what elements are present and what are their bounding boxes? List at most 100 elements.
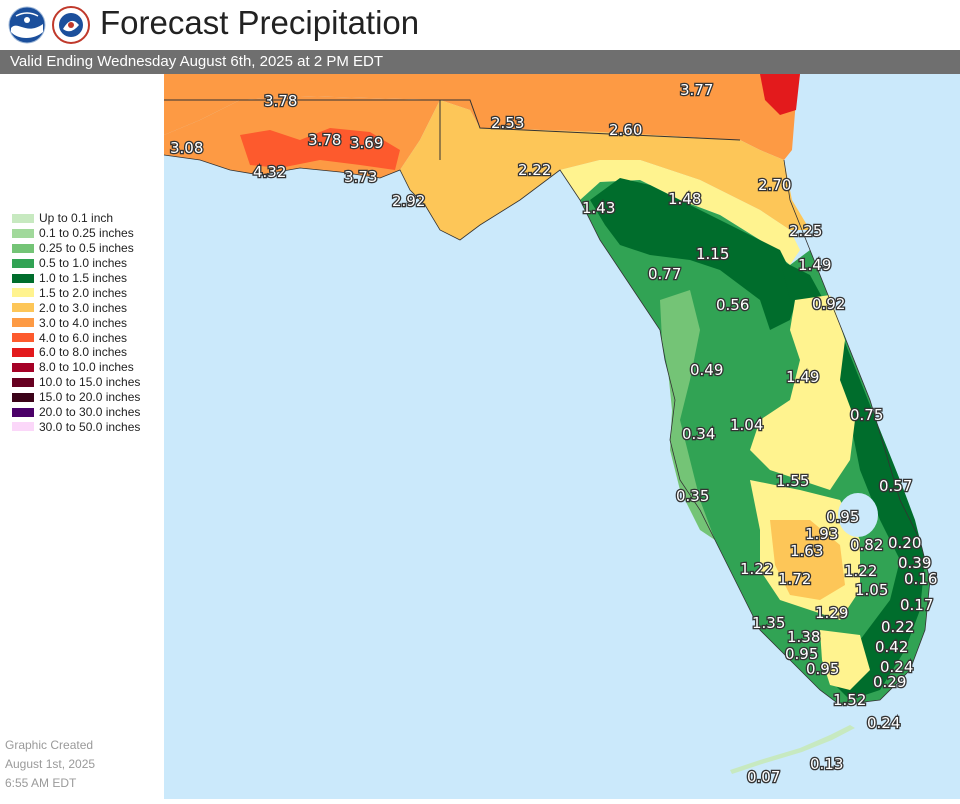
legend-swatch [12,258,34,268]
precip-value-label: 1.04 [730,416,763,434]
precip-value-label: 0.42 [875,638,908,656]
florida-keys [730,725,855,774]
land-interior-yellow [750,295,855,490]
precip-value-label: 3.78 [308,131,341,149]
legend-item: 1.5 to 2.0 inches [12,285,162,300]
credit-line-2: August 1st, 2025 [5,757,96,771]
legend-label: 30.0 to 50.0 inches [39,419,141,434]
legend-swatch [12,318,34,328]
precip-value-label: 1.35 [752,614,785,632]
precip-value-label: 1.22 [740,560,773,578]
legend-label: 0.1 to 0.25 inches [39,226,134,241]
legend-label: 8.0 to 10.0 inches [39,360,134,375]
precip-value-label: 0.75 [850,406,883,424]
legend-label: 0.5 to 1.0 inches [39,256,128,271]
legend-swatch [12,213,34,223]
precip-value-label: 1.49 [798,256,831,274]
precip-value-label: 3.73 [344,168,377,186]
precip-value-label: 1.05 [855,581,888,599]
noaa-logo [8,6,46,44]
legend-item: 3.0 to 4.0 inches [12,315,162,330]
legend-item: 2.0 to 3.0 inches [12,300,162,315]
legend-item: 8.0 to 10.0 inches [12,360,162,375]
precip-value-label: 1.48 [668,190,701,208]
legend-swatch [12,243,34,253]
precip-value-label: 2.22 [518,161,551,179]
precip-value-label: 4.32 [253,163,286,181]
precip-value-label: 1.43 [582,199,615,217]
precip-value-label: 0.56 [716,296,749,314]
legend-swatch [12,422,34,432]
land-north-orange [164,74,800,160]
legend-label: 2.0 to 3.0 inches [39,300,128,315]
precip-value-label: 0.92 [812,295,845,313]
precip-value-label: 0.17 [900,596,933,614]
legend-label: 3.0 to 4.0 inches [39,315,128,330]
credit-line-3: 6:55 AM EDT [5,776,77,790]
precipitation-map: 3.78 3.77 3.08 3.78 3.69 4.32 3.73 2.53 2.60 2.22… [163,74,960,799]
precip-value-label: 0.77 [648,265,681,283]
precip-value-label: 1.15 [696,245,729,263]
legend-item: 30.0 to 50.0 inches [12,419,162,434]
header: Forecast Precipitation [0,0,960,50]
legend-swatch [12,347,34,357]
legend-label: 6.0 to 8.0 inches [39,345,128,360]
lake-okeechobee [838,493,878,537]
valid-time-label: Valid Ending Wednesday August 6th, 2025 … [10,53,384,70]
precip-value-label: 3.77 [680,81,713,99]
precip-value-label: 0.34 [682,425,715,443]
precip-value-label: 1.63 [790,542,823,560]
precip-value-label: 0.16 [904,570,937,588]
precip-value-label: 0.22 [881,618,914,636]
legend-item: 20.0 to 30.0 inches [12,405,162,420]
precip-value-label: 1.52 [833,691,866,709]
national-weather-service-logo [52,6,90,44]
precip-value-label: 0.95 [826,508,859,526]
legend-label: 1.0 to 1.5 inches [39,271,128,285]
precip-value-label: 0.24 [880,658,913,676]
legend-item: 0.1 to 0.25 inches [12,226,162,241]
legend: Up to 0.1 inch 0.1 to 0.25 inches 0.25 to … [12,211,162,434]
legend-swatch [12,303,34,313]
legend-swatch [12,333,34,343]
legend-label: Up to 0.1 inch [39,211,114,226]
legend-label: 10.0 to 15.0 inches [39,375,141,390]
precip-value-label: 2.53 [491,114,524,132]
precip-value-label: 0.07 [747,768,780,786]
precip-value-label: 1.49 [786,368,819,386]
precip-value-label: 1.29 [815,604,848,622]
precip-value-label: 0.13 [810,755,843,773]
legend-item: 0.5 to 1.0 inches [12,256,162,271]
precip-value-label: 0.29 [873,673,906,691]
precip-value-label: 0.20 [888,534,921,552]
legend-label: 0.25 to 0.5 inches [39,241,134,256]
precip-value-label: 0.57 [879,477,912,495]
precip-value-label: 0.39 [898,554,931,572]
coastline [163,154,931,706]
precip-value-label: 0.49 [690,361,723,379]
map-canvas: 3.78 3.77 3.08 3.78 3.69 4.32 3.73 2.53 2.60 2.22… [163,74,960,799]
legend-swatch [12,228,34,238]
legend-item: 1.0 to 1.5 inches [12,271,162,286]
precip-value-label: 0.82 [850,536,883,554]
legend-item: 15.0 to 20.0 inches [12,390,162,405]
value-labels: 3.78 3.77 3.08 3.78 3.69 4.32 3.73 2.53 2.60 2.22… [169,80,939,788]
legend-item: 10.0 to 15.0 inches [12,375,162,390]
legend-swatch [12,392,34,402]
land-panhandle-red [240,128,400,170]
page-title: Forecast Precipitation [100,4,420,41]
precip-value-label: 0.95 [806,660,839,678]
legend-item: 6.0 to 8.0 inches [12,345,162,360]
precip-value-label: 3.78 [264,92,297,110]
legend-item: Up to 0.1 inch [12,211,162,226]
precip-value-label: 2.25 [789,222,822,240]
legend-label: 1.5 to 2.0 inches [39,285,128,300]
legend-swatch [12,288,34,298]
graphic-credit: Graphic Created August 1st, 2025 6:55 AM… [5,736,155,793]
land-peninsula-dark-green [590,178,800,330]
precip-value-label: 2.60 [609,121,642,139]
legend-label: 15.0 to 20.0 inches [39,390,141,405]
credit-line-1: Graphic Created [5,738,94,752]
land-keys-yellow [820,630,870,690]
land-north-gold-band [560,160,800,265]
